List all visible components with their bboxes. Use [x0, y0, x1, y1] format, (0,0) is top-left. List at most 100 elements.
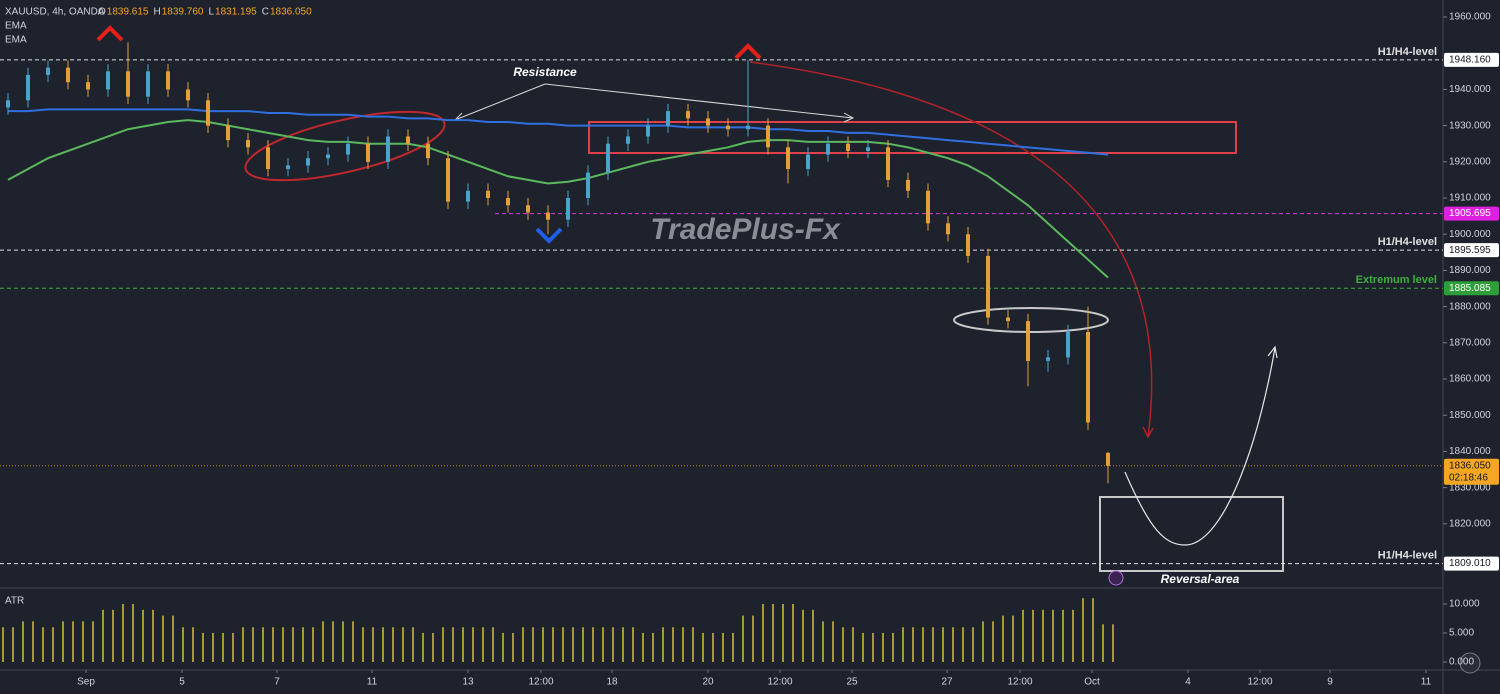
annotation: Resistance [513, 65, 577, 79]
candle-body [566, 198, 570, 220]
arrow-head [1267, 345, 1278, 359]
candle-body [126, 71, 130, 97]
price-tag-label: 1948.160 [1449, 55, 1491, 66]
price-tag [1444, 206, 1499, 221]
arrow-head [1142, 426, 1154, 439]
level-label: H1/H4-level [1378, 550, 1437, 562]
y-tick-label: 1860.000 [1449, 374, 1491, 385]
x-tick-label: 20 [702, 677, 714, 688]
price-tag [1444, 243, 1499, 258]
level-label: Extremum level [1356, 274, 1437, 286]
ohlc-key: L [208, 7, 214, 18]
y-tick-label: 1840.000 [1449, 446, 1491, 457]
x-tick-label: 18 [606, 677, 618, 688]
countdown: 02:18:46 [1449, 472, 1488, 483]
x-tick-label: 12:00 [528, 677, 553, 688]
candle-body [86, 82, 90, 90]
level-label: H1/H4-level [1378, 236, 1437, 248]
candle-body [426, 143, 430, 159]
x-tick-label: 7 [274, 677, 280, 688]
ohlc-value: 1831.195 [215, 7, 257, 18]
y-tick-label: 0.000 [1449, 657, 1474, 668]
event-icon[interactable] [1108, 570, 1124, 586]
y-tick-label: 1870.000 [1449, 337, 1491, 348]
arrow-head [843, 112, 855, 123]
candle-body [146, 71, 150, 97]
candle-body [346, 143, 350, 155]
candle-body [766, 125, 770, 148]
x-tick-label: 12:00 [1007, 677, 1032, 688]
ema-line [7, 119, 1109, 279]
x-tick-label: 25 [846, 677, 858, 688]
candle-body [1086, 331, 1090, 423]
candle-body [446, 158, 450, 202]
candle-body [886, 147, 890, 180]
ema-line [8, 108, 1109, 156]
candle-body [1026, 321, 1030, 361]
x-tick-label: Sep [77, 677, 95, 688]
candle-body [326, 154, 330, 159]
candle-body [466, 190, 470, 202]
candle-body [746, 125, 750, 130]
ohlc-key: H [154, 7, 161, 18]
high-marker [96, 25, 124, 42]
y-tick-label: 1830.000 [1449, 482, 1491, 493]
candle-body [686, 111, 690, 119]
candle-body [866, 147, 870, 151]
candle-body [166, 71, 170, 90]
ohlc-key: C [262, 7, 269, 18]
indicator-label: EMA [5, 21, 27, 32]
zoom-button[interactable] [1459, 652, 1481, 674]
x-tick-label: 11 [1421, 677, 1432, 688]
candle-body [266, 147, 270, 170]
candle-body [106, 71, 110, 90]
y-tick-label: 1920.000 [1449, 156, 1491, 167]
candle-body [826, 143, 830, 155]
candle-body [586, 172, 590, 199]
y-tick-label: 1890.000 [1449, 265, 1491, 276]
arrow [544, 83, 854, 119]
x-tick-label: 5 [179, 677, 185, 688]
y-tick-label: 5.000 [1449, 628, 1474, 639]
candle-body [986, 255, 990, 318]
candle-body [1006, 317, 1010, 322]
y-tick-label: 1910.000 [1449, 193, 1491, 204]
candle-body [366, 143, 370, 162]
candle-body [1066, 331, 1070, 358]
candle-body [6, 100, 10, 108]
y-tick-label: 10.000 [1449, 599, 1480, 610]
candle-body [386, 136, 390, 162]
resistance-box [588, 121, 1237, 154]
price-tag [1444, 556, 1499, 571]
x-tick-label: 13 [462, 677, 474, 688]
x-tick-label: 11 [367, 677, 378, 688]
candle-body [66, 67, 70, 83]
x-tick-label: 9 [1327, 677, 1333, 688]
candle-body [846, 143, 850, 151]
candle-body [1106, 452, 1110, 466]
candle-body [926, 190, 930, 224]
price-tag-label: 1885.085 [1449, 283, 1491, 294]
x-tick-label: 27 [941, 677, 953, 688]
candle-body [486, 190, 490, 199]
y-tick-label: 1820.000 [1449, 518, 1491, 529]
candle-body [646, 125, 650, 137]
reversal-box [1099, 496, 1284, 572]
y-tick-label: 1940.000 [1449, 84, 1491, 95]
candle-body [186, 89, 190, 101]
watermark: TradePlus-Fx [650, 213, 841, 246]
candle-body [966, 234, 970, 256]
symbol: XAUUSD, 4h, OANDA [5, 7, 105, 18]
level-label: H1/H4-level [1378, 46, 1437, 58]
candle-body [1046, 357, 1050, 361]
y-tick-label: 1960.000 [1449, 12, 1491, 23]
candle-body [626, 136, 630, 144]
ohlc-value: 1839.615 [107, 7, 149, 18]
indicator-label: EMA [5, 35, 27, 46]
price-tag-label: 1895.595 [1449, 245, 1491, 256]
candle-body [666, 111, 670, 126]
x-tick-label: Oct [1084, 677, 1100, 688]
candle-body [226, 125, 230, 141]
candle-body [706, 118, 710, 126]
